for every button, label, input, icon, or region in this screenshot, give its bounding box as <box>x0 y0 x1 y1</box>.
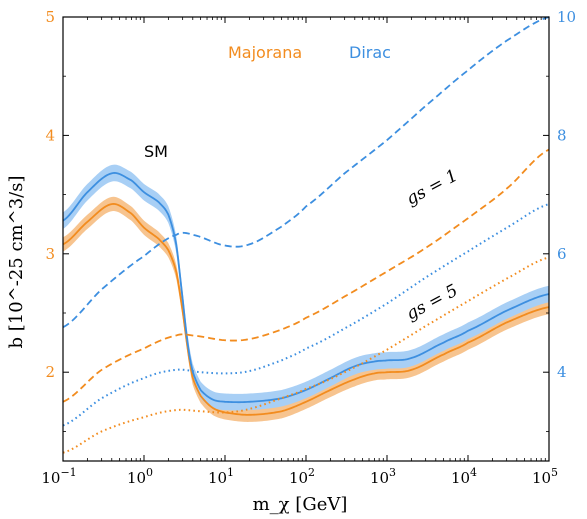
annotation-gs1: gs = 1 <box>403 166 461 210</box>
x-tick-label: 100 <box>127 466 153 487</box>
x-tick-label: 101 <box>208 466 234 487</box>
x-tick-label: 102 <box>289 466 315 487</box>
curve-majorana-dashed <box>62 148 550 403</box>
x-tick-label: 104 <box>451 466 477 487</box>
x-tick-label: 103 <box>370 466 396 487</box>
y-right-tick-label: 10 <box>557 8 576 26</box>
annotation-majorana: Majorana <box>228 43 302 62</box>
x-tick-label: 10−1 <box>41 466 76 487</box>
y-left-tick-label: 4 <box>45 126 55 144</box>
x-axis-label: m_χ [GeV] <box>253 494 348 515</box>
y-left-tick-label: 3 <box>45 245 55 263</box>
annotation-sm: SM <box>144 142 168 161</box>
curves <box>62 16 550 454</box>
y-right-tick-label: 8 <box>557 126 567 144</box>
y-right-tick-label: 4 <box>557 363 567 381</box>
y-left-tick-label: 5 <box>45 8 55 26</box>
curve-dirac-solid <box>62 171 550 404</box>
x-tick-label: 105 <box>532 466 558 487</box>
curve-dirac-dashed <box>62 16 550 329</box>
y-axis-label: b [10^-25 cm^3/s] <box>6 176 27 349</box>
curve-majorana-solid <box>62 202 550 416</box>
ticks: 10−1 100 101 102 103 104 105 2 3 4 5 4 6 8 10 <box>41 8 576 487</box>
y-right-tick-label: 6 <box>557 245 567 263</box>
y-left-tick-label: 2 <box>45 363 55 381</box>
annotation-dirac: Dirac <box>349 43 391 62</box>
band-dirac <box>63 164 549 411</box>
curve-majorana-dotted <box>62 256 550 454</box>
uncertainty-bands <box>63 164 549 422</box>
curve-dirac-dotted <box>62 203 550 427</box>
band-majorana <box>63 196 549 422</box>
